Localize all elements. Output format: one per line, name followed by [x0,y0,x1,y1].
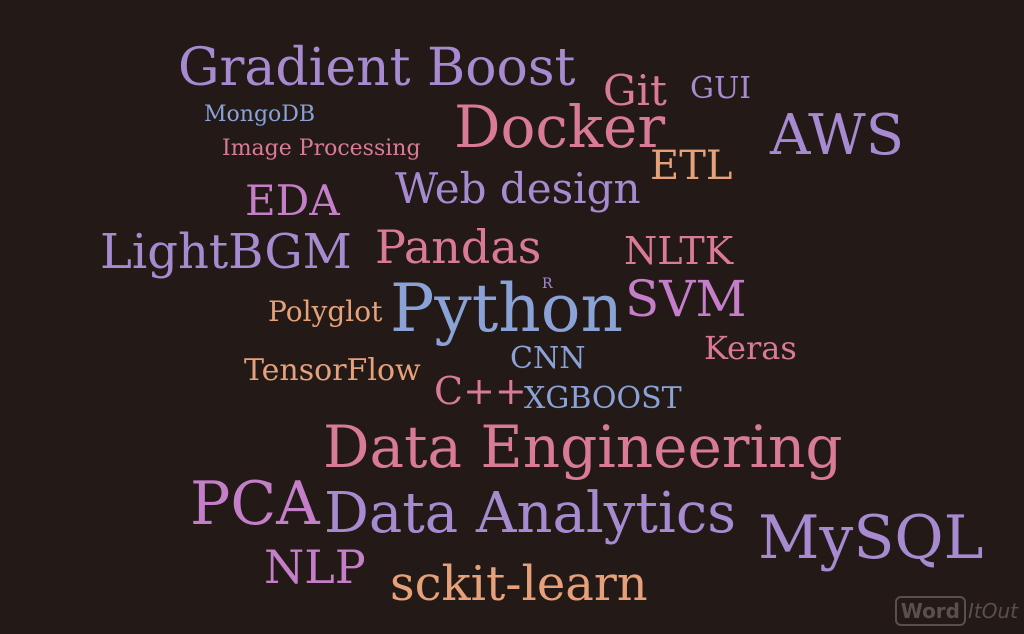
word-mongodb: MongoDB [204,102,316,127]
word-etl: ETL [650,143,733,189]
word-nltk: NLTK [624,229,734,273]
word-keras: Keras [704,329,797,367]
logo-itout: ItOut [968,599,1018,623]
word-aws: AWS [770,103,905,168]
wordltout-logo: Word ItOut [894,596,1018,626]
word-gui: GUI [690,71,752,106]
word-docker: Docker [454,93,666,161]
word-pandas: Pandas [375,220,542,274]
word-pca: PCA [190,469,320,539]
word-python: Python [390,270,623,347]
word-git: Git [603,66,667,115]
word-web-design: Web design [395,164,641,213]
word-xgboost: XGBOOST [524,381,682,416]
word-data-analytics: Data Analytics [324,481,736,546]
word-lightbgm: LightBGM [100,224,352,280]
word-cpp: C++ [434,369,527,413]
word-eda: EDA [245,176,340,225]
word-tensorflow: TensorFlow [244,353,421,388]
word-mysql: MySQL [758,503,984,573]
word-nlp: NLP [264,540,366,594]
word-sckit-learn: sckit-learn [390,556,648,612]
word-cnn: CNN [510,341,586,376]
word-r: R [542,276,553,292]
word-svm: SVM [625,270,747,328]
word-polyglot: Polyglot [268,295,383,328]
word-gradient-boost: Gradient Boost [178,38,576,98]
word-data-engineering: Data Engineering [323,413,843,481]
word-image-processing: Image Processing [222,136,421,161]
logo-word: Word [894,596,966,626]
